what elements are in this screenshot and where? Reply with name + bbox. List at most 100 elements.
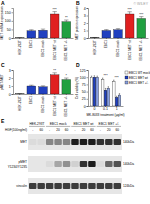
bar: [15, 37, 24, 38]
x-axis-title: MK-8033 treatment (µg/ml): [86, 113, 124, 117]
marks: [15, 73, 70, 94]
x-tick: EBC1 mock: [41, 38, 45, 57]
x-tick: EBC1 mock: [41, 94, 45, 113]
hgf-label: 60: [90, 128, 94, 132]
legend-label: EBC1 MET +/-: [129, 81, 148, 85]
x-tick-label: HEK-293T: [93, 40, 97, 55]
axis-line: [87, 9, 89, 39]
tick-mark: [12, 12, 14, 13]
row-label: MET: [20, 140, 27, 144]
error-cap: [105, 88, 106, 89]
band: [37, 183, 44, 189]
row-label: pMET: [18, 160, 27, 164]
error-cap: [29, 29, 33, 30]
bar: [93, 77, 96, 106]
y-tick: 50: [7, 28, 13, 32]
tick-mark: [12, 38, 14, 39]
x-tick-label: EBC1 mock: [41, 96, 45, 113]
bar: [50, 75, 59, 94]
tick-mark: [54, 38, 55, 39]
marks: [15, 12, 70, 38]
plot: 025507510012500.11******: [80, 69, 124, 112]
y-tick-label: 50: [82, 90, 86, 94]
tick-mark: [12, 86, 14, 87]
tick-mark: [43, 38, 44, 39]
x-axis: HEK-293TEBC1EBC1 mockEBC1 MET wtEBC1 MET…: [89, 38, 149, 61]
band: [37, 161, 44, 167]
band: [71, 161, 78, 167]
hgf-label: -: [49, 128, 50, 132]
y-axis-title: MET protein expression: [75, 6, 79, 40]
y-tick: 4: [84, 7, 88, 11]
tick-mark: [43, 94, 44, 95]
error-bar: [106, 29, 107, 31]
legend-swatch: [125, 81, 128, 84]
kda-label: 124kDa: [123, 184, 134, 188]
y-tick: 0: [9, 37, 13, 41]
y-tick-label: 0: [84, 37, 86, 41]
y-tick-label: 1: [9, 85, 11, 89]
panel: 050100150HEK-293TEBC1EBC1 mockEBC1 MET w…: [0, 0, 73, 61]
bar: [101, 80, 104, 106]
error-cap: [41, 85, 45, 86]
error-bar: [97, 76, 98, 77]
axis-line: [89, 38, 149, 39]
error-cap: [29, 85, 33, 86]
band: [29, 183, 36, 189]
band: [29, 139, 36, 145]
y-tick-label: 3: [9, 69, 11, 73]
error-bar: [94, 76, 95, 77]
bands: [29, 161, 121, 167]
plot: 0123HEK-293TEBC1EBC1 mockEBC1 MET wtEBC1…: [9, 69, 74, 117]
error-cap: [18, 93, 22, 94]
bar: [62, 22, 71, 38]
tick-mark: [12, 29, 14, 30]
bar: [27, 31, 36, 38]
error-cap: [41, 29, 45, 30]
error-bar: [105, 88, 106, 90]
error-bar: [43, 29, 44, 30]
y-tick: 3: [84, 14, 88, 18]
legend: EBC1 WT mockEBC1 MET wtEBC1 MET +/-: [125, 71, 150, 85]
tick-mark: [106, 38, 107, 39]
tick-mark: [12, 94, 14, 95]
panel-title: E: [1, 118, 5, 124]
band: [97, 139, 104, 145]
plot: 050100150HEK-293TEBC1EBC1 mockEBC1 MET w…: [5, 8, 74, 61]
legend-label: EBC1 MET wt: [129, 76, 148, 80]
x-tick: HEK-293T: [93, 38, 97, 55]
tick-mark: [31, 94, 32, 95]
y-tick: 2: [9, 77, 13, 81]
band: [80, 139, 87, 145]
tick-mark: [129, 38, 130, 39]
tick-mark: [19, 38, 20, 39]
x-tick-label: EBC1: [104, 40, 108, 49]
lane-group-label: EBC1 MET wt: [73, 122, 93, 126]
error-bar: [116, 96, 117, 97]
band: [105, 183, 112, 189]
blot-panel: EHEK-293T-60EBC1 mock-2060EBC1 MET wt-20…: [1, 118, 134, 194]
bar: [90, 37, 99, 38]
axis-line: [87, 71, 89, 107]
tick-mark: [66, 94, 67, 95]
annotation: ***: [53, 8, 58, 12]
bar: [50, 14, 59, 38]
error-cap: [91, 76, 92, 77]
error-cap: [119, 93, 120, 94]
legend-swatch: [125, 71, 128, 74]
blot-background: [28, 156, 122, 172]
x-tick-label: EBC1: [29, 96, 33, 105]
lane-group-label: EBC1 mock: [50, 122, 67, 126]
panel-title: A: [1, 0, 5, 6]
y-tick-label: 0: [84, 105, 86, 109]
band: [114, 183, 121, 189]
tick-mark: [87, 77, 89, 78]
axis-line: [12, 71, 14, 95]
bar: [125, 14, 134, 38]
y-tick: 100: [5, 19, 13, 23]
bar: [96, 77, 99, 106]
x-tick: EBC1 MET wt: [53, 38, 57, 60]
x-axis: 00.11: [89, 106, 124, 111]
lane-group-line: [97, 126, 121, 127]
band: [80, 183, 87, 189]
